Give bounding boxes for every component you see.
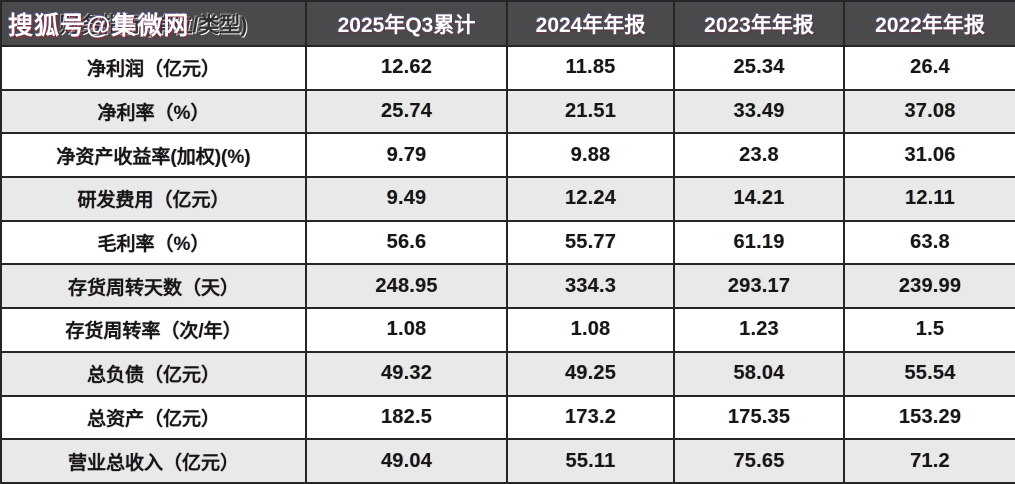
metric-value: 21.51 xyxy=(506,88,675,135)
column-header-metric: 财务指标(单位/类型) xyxy=(0,0,307,47)
metric-label: 净资产收益率(加权)(%) xyxy=(0,132,307,179)
metric-label: 存货周转率（次/年） xyxy=(0,307,307,353)
table-row: 研发费用（亿元） 9.49 12.24 14.21 12.11 xyxy=(0,176,1015,222)
metric-label: 净利率（%） xyxy=(0,88,307,135)
metric-value: 1.08 xyxy=(305,307,508,353)
metric-value: 71.2 xyxy=(843,438,1015,484)
metric-value: 75.65 xyxy=(673,438,845,484)
metric-value: 173.2 xyxy=(506,394,675,441)
column-header-2022: 2022年年报 xyxy=(843,0,1015,47)
metric-value: 14.21 xyxy=(673,176,845,222)
metric-value: 37.08 xyxy=(843,88,1015,135)
metric-value: 12.62 xyxy=(305,45,508,91)
metric-value: 12.24 xyxy=(506,176,675,222)
metric-value: 12.11 xyxy=(843,176,1015,222)
metric-value: 49.32 xyxy=(305,350,508,397)
metric-value: 49.04 xyxy=(305,438,508,484)
metric-value: 1.5 xyxy=(843,307,1015,353)
table-header-row: 财务指标(单位/类型) 2025年Q3累计 2024年年报 2023年年报 20… xyxy=(0,0,1015,47)
metric-value: 49.25 xyxy=(506,350,675,397)
metric-value: 55.54 xyxy=(843,350,1015,397)
metric-label: 毛利率（%） xyxy=(0,219,307,266)
metric-value: 1.08 xyxy=(506,307,675,353)
table-row: 净利率（%） 25.74 21.51 33.49 37.08 xyxy=(0,88,1015,135)
metric-value: 239.99 xyxy=(843,263,1015,310)
table-row: 营业总收入（亿元） 49.04 55.11 75.65 71.2 xyxy=(0,438,1015,484)
metric-value: 56.6 xyxy=(305,219,508,266)
metric-label: 研发费用（亿元） xyxy=(0,176,307,222)
metric-value: 58.04 xyxy=(673,350,845,397)
table-row: 存货周转率（次/年） 1.08 1.08 1.23 1.5 xyxy=(0,307,1015,353)
metric-label: 净利润（亿元） xyxy=(0,45,307,91)
metric-value: 55.77 xyxy=(506,219,675,266)
metric-value: 63.8 xyxy=(843,219,1015,266)
metric-value: 182.5 xyxy=(305,394,508,441)
metric-value: 175.35 xyxy=(673,394,845,441)
column-header-2024: 2024年年报 xyxy=(506,0,675,47)
metric-value: 26.4 xyxy=(843,45,1015,91)
metric-value: 23.8 xyxy=(673,132,845,179)
table-row: 净资产收益率(加权)(%) 9.79 9.88 23.8 31.06 xyxy=(0,132,1015,179)
table-row: 净利润（亿元） 12.62 11.85 25.34 26.4 xyxy=(0,45,1015,91)
metric-value: 55.11 xyxy=(506,438,675,484)
metric-value: 248.95 xyxy=(305,263,508,310)
column-header-2023: 2023年年报 xyxy=(673,0,845,47)
metric-value: 153.29 xyxy=(843,394,1015,441)
metric-value: 1.23 xyxy=(673,307,845,353)
table-row: 总负债（亿元） 49.32 49.25 58.04 55.54 xyxy=(0,350,1015,397)
metric-value: 31.06 xyxy=(843,132,1015,179)
column-header-2025q3: 2025年Q3累计 xyxy=(305,0,508,47)
metric-value: 11.85 xyxy=(506,45,675,91)
table-row: 存货周转天数（天） 248.95 334.3 293.17 239.99 xyxy=(0,263,1015,310)
metric-value: 9.88 xyxy=(506,132,675,179)
metric-value: 25.34 xyxy=(673,45,845,91)
metric-value: 61.19 xyxy=(673,219,845,266)
metric-value: 33.49 xyxy=(673,88,845,135)
metric-value: 293.17 xyxy=(673,263,845,310)
table-row: 总资产（亿元） 182.5 173.2 175.35 153.29 xyxy=(0,394,1015,441)
metric-value: 9.79 xyxy=(305,132,508,179)
metric-value: 9.49 xyxy=(305,176,508,222)
metric-label: 营业总收入（亿元） xyxy=(0,438,307,484)
watermark: 搜狐号@集微网 xyxy=(8,12,190,40)
metric-label: 总负债（亿元） xyxy=(0,350,307,397)
table-row: 毛利率（%） 56.6 55.77 61.19 63.8 xyxy=(0,219,1015,266)
metric-label: 存货周转天数（天） xyxy=(0,263,307,310)
metric-value: 334.3 xyxy=(506,263,675,310)
metric-value: 25.74 xyxy=(305,88,508,135)
metric-label: 总资产（亿元） xyxy=(0,394,307,441)
